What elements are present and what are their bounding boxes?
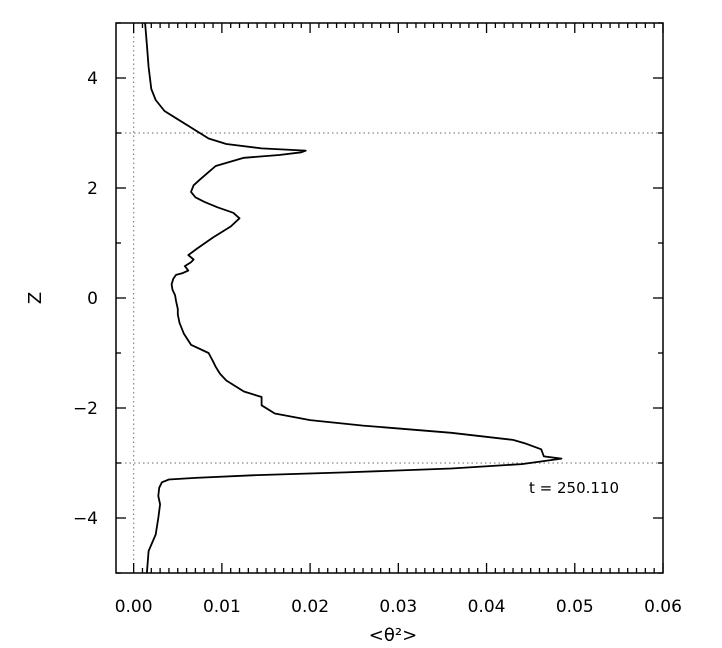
reference-lines xyxy=(116,23,663,573)
x-tick-label: 0.06 xyxy=(644,597,682,617)
y-tick-label: −4 xyxy=(73,509,98,529)
x-tick-label: 0.04 xyxy=(468,597,506,617)
x-tick-label: 0.02 xyxy=(291,597,329,617)
x-axis-label: <θ²> xyxy=(369,625,417,646)
x-tick-label: 0.01 xyxy=(203,597,241,617)
y-axis-label: Z xyxy=(25,292,46,304)
y-tick-label: −2 xyxy=(73,399,98,419)
y-tick-label: 0 xyxy=(87,289,98,309)
y-tick-label: 4 xyxy=(87,69,98,89)
series-line xyxy=(144,22,563,574)
y-tick-label: 2 xyxy=(87,179,98,199)
x-tick-label: 0.03 xyxy=(379,597,417,617)
x-tick-label: 0.00 xyxy=(115,597,153,617)
x-tick-label: 0.05 xyxy=(556,597,594,617)
tick-labels: 0.00 0.01 0.02 0.03 0.04 0.05 0.06 −4 −2 0 2 4 xyxy=(73,69,682,617)
axis-ticks xyxy=(116,22,664,574)
time-annotation: t = 250.110 xyxy=(529,479,619,497)
